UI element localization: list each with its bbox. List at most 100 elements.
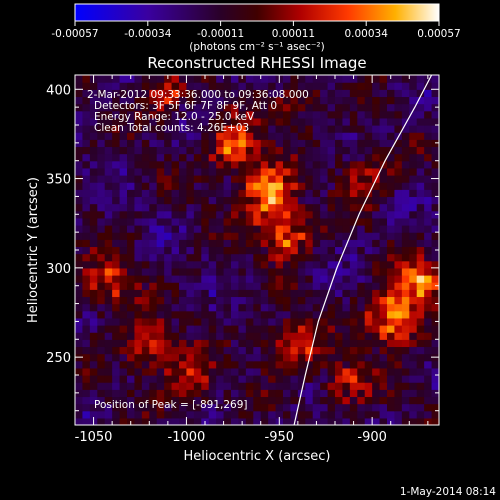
heatmap-cell <box>320 367 329 376</box>
heatmap-cell <box>268 146 277 155</box>
heatmap-cell <box>216 417 225 425</box>
heatmap-cell <box>409 203 418 212</box>
heatmap-cell <box>82 232 91 240</box>
heatmap-cell <box>312 110 321 119</box>
heatmap-cell <box>327 203 336 212</box>
heatmap-cell <box>127 325 136 333</box>
heatmap-cell <box>431 125 439 133</box>
heatmap-cell <box>275 367 284 376</box>
heatmap-cell <box>179 317 188 326</box>
heatmap-cell <box>387 289 396 298</box>
heatmap-cell <box>372 289 381 298</box>
heatmap-cell <box>179 260 188 269</box>
heatmap-cell <box>416 325 425 333</box>
heatmap-cell <box>208 303 217 312</box>
heatmap-cell <box>312 153 321 162</box>
heatmap-cell <box>431 75 439 83</box>
heatmap-cell <box>253 289 262 298</box>
heatmap-cell <box>312 89 321 98</box>
heatmap-cell <box>216 396 225 405</box>
heatmap-cell <box>245 353 254 362</box>
heatmap-cell <box>283 260 292 269</box>
heatmap-cell <box>283 167 292 176</box>
heatmap-cell <box>75 146 84 155</box>
heatmap-cell <box>379 310 388 319</box>
heatmap-cell <box>349 175 358 183</box>
heatmap-cell <box>424 167 433 176</box>
heatmap-cell <box>260 96 269 105</box>
heatmap-cell <box>297 196 306 205</box>
heatmap-cell <box>342 75 351 83</box>
heatmap-cell <box>320 217 329 226</box>
heatmap-cell <box>268 267 277 276</box>
heatmap-cell <box>297 317 306 326</box>
heatmap-cell <box>268 296 277 305</box>
heatmap-cell <box>290 125 299 133</box>
heatmap-cell <box>357 253 366 262</box>
heatmap-cell <box>335 353 344 362</box>
heatmap-cell <box>149 182 158 190</box>
heatmap-cell <box>223 125 232 133</box>
heatmap-cell <box>82 189 91 198</box>
heatmap-cell <box>97 267 106 276</box>
heatmap-cell <box>208 389 217 398</box>
heatmap-cell <box>245 139 254 148</box>
heatmap-cell <box>97 232 106 240</box>
heatmap-cell <box>312 353 321 362</box>
heatmap-cell <box>231 210 240 219</box>
heatmap-cell <box>186 282 195 290</box>
heatmap-cell <box>253 332 262 340</box>
heatmap-cell <box>387 82 396 90</box>
heatmap-cell <box>141 210 150 219</box>
heatmap-cell <box>327 189 336 198</box>
heatmap-cell <box>357 82 366 90</box>
heatmap-cell <box>305 125 314 133</box>
heatmap-cell <box>394 339 403 348</box>
heatmap-cell <box>349 189 358 198</box>
heatmap-cell <box>82 260 91 269</box>
heatmap-cell <box>327 96 336 105</box>
heatmap-cell <box>223 375 232 383</box>
heatmap-cell <box>141 203 150 212</box>
heatmap-cell <box>193 153 202 162</box>
heatmap-cell <box>297 175 306 183</box>
heatmap-cell <box>401 132 410 140</box>
heatmap-cell <box>416 282 425 290</box>
heatmap-cell <box>253 210 262 219</box>
heatmap-cell <box>431 339 439 348</box>
heatmap-cell <box>171 360 180 369</box>
heatmap-cell <box>320 275 329 283</box>
heatmap-cell <box>193 389 202 398</box>
heatmap-cell <box>275 317 284 326</box>
heatmap-cell <box>223 282 232 290</box>
heatmap-cell <box>320 167 329 176</box>
heatmap-cell <box>283 125 292 133</box>
heatmap-cell <box>82 82 91 90</box>
heatmap-cell <box>216 317 225 326</box>
heatmap-cell <box>253 382 262 390</box>
heatmap-cell <box>245 89 254 98</box>
heatmap-cell <box>82 103 91 112</box>
heatmap-cell <box>416 296 425 305</box>
heatmap-cell <box>260 296 269 305</box>
heatmap-cell <box>245 317 254 326</box>
heatmap-cell <box>127 167 136 176</box>
heatmap-cell <box>179 339 188 348</box>
heatmap-cell <box>275 132 284 140</box>
heatmap-cell <box>297 267 306 276</box>
heatmap-cell <box>97 103 106 112</box>
heatmap-cell <box>305 253 314 262</box>
heatmap-cell <box>357 217 366 226</box>
heatmap-cell <box>97 367 106 376</box>
heatmap-cell <box>179 382 188 390</box>
heatmap-cell <box>231 403 240 412</box>
heatmap-cell <box>201 389 210 398</box>
heatmap-cell <box>186 296 195 305</box>
heatmap-cell <box>394 146 403 155</box>
heatmap-cell <box>379 382 388 390</box>
heatmap-cell <box>260 210 269 219</box>
heatmap-cell <box>305 289 314 298</box>
heatmap-cell <box>186 175 195 183</box>
heatmap-cell <box>171 367 180 376</box>
heatmap-cell <box>335 153 344 162</box>
